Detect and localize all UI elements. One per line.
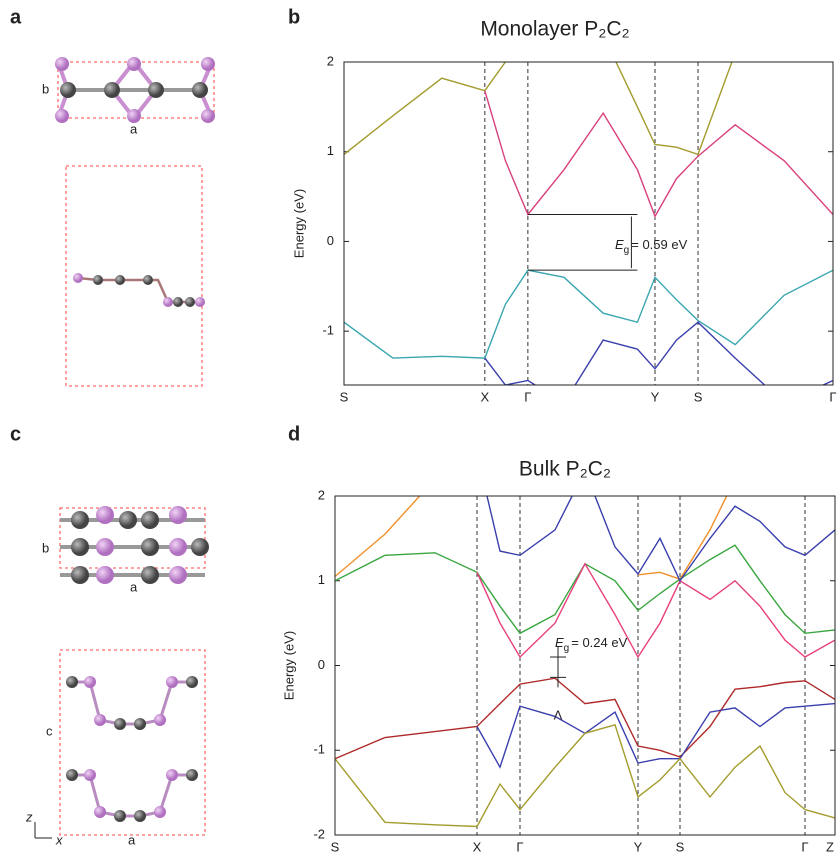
x-tick-label: X	[480, 389, 489, 404]
axis-label: a	[130, 579, 138, 594]
gap-symbol: E	[555, 635, 564, 650]
band-line	[335, 725, 835, 827]
panel-label: d	[288, 423, 300, 445]
x-tick-label: X	[473, 839, 482, 854]
band-line	[344, 270, 833, 358]
panel-label: b	[288, 6, 300, 28]
y-axis-label: Energy (eV)	[281, 631, 296, 700]
k-point-label: Λ	[554, 707, 563, 722]
panel-label: a	[10, 6, 22, 28]
figure: a b c d b a b a	[0, 0, 840, 863]
y-tick-label: 0	[327, 233, 334, 248]
structure-a-top: b a	[42, 57, 215, 136]
chart-title: Bulk P₂C₂	[519, 458, 611, 481]
band-line	[485, 91, 833, 217]
x-tick-label: S	[331, 839, 340, 854]
axis-label: x	[55, 832, 63, 847]
y-tick-label: 1	[318, 572, 325, 587]
panel-label: c	[10, 423, 21, 445]
structure-c-top: b a	[42, 506, 209, 594]
axis-label: b	[42, 540, 49, 555]
x-tick-label: S	[676, 839, 685, 854]
y-tick-label: -2	[313, 826, 325, 841]
x-tick-label: Γ	[829, 389, 836, 404]
gap-symbol: E	[615, 237, 624, 252]
plot-frame	[335, 496, 835, 835]
x-tick-label: Y	[634, 839, 643, 854]
plot-frame	[344, 62, 833, 385]
x-tick-label: S	[694, 389, 703, 404]
gap-text: = 0.59 eV	[631, 237, 687, 252]
y-tick-label: 1	[327, 143, 334, 158]
x-tick-label: Γ	[801, 839, 808, 854]
band-line	[335, 479, 735, 579]
axis-label: c	[46, 723, 53, 738]
gap-annotation: Eg= 0.24 eV	[555, 635, 628, 653]
chart-title: Monolayer P₂C₂	[480, 18, 629, 41]
structure-a-side	[66, 166, 205, 386]
band-line	[335, 545, 835, 633]
axis-label: a	[128, 832, 136, 847]
bands	[344, 0, 833, 403]
structure-c-side: c z x a	[25, 650, 205, 847]
x-tick-label: Γ	[516, 839, 523, 854]
gap-subscript: g	[624, 245, 630, 256]
axis-label: z	[25, 809, 33, 824]
x-tick-label: S	[340, 389, 349, 404]
gap-text: = 0.24 eV	[571, 635, 627, 650]
band-line	[477, 704, 835, 768]
axis-label: b	[42, 81, 49, 96]
y-tick-label: -1	[322, 323, 334, 338]
y-axis-label: Energy (eV)	[291, 189, 306, 258]
y-tick-label: 2	[318, 487, 325, 502]
y-tick-label: 2	[327, 53, 334, 68]
axis-label: a	[130, 121, 138, 136]
x-tick-label: Γ	[524, 389, 531, 404]
y-tick-label: -1	[313, 742, 325, 757]
gap-subscript: g	[564, 643, 570, 654]
y-tick-label: 0	[318, 657, 325, 672]
gap-annotation: Eg= 0.59 eV	[615, 237, 688, 255]
x-tick-label: Z	[826, 839, 834, 854]
x-tick-label: Y	[651, 389, 660, 404]
